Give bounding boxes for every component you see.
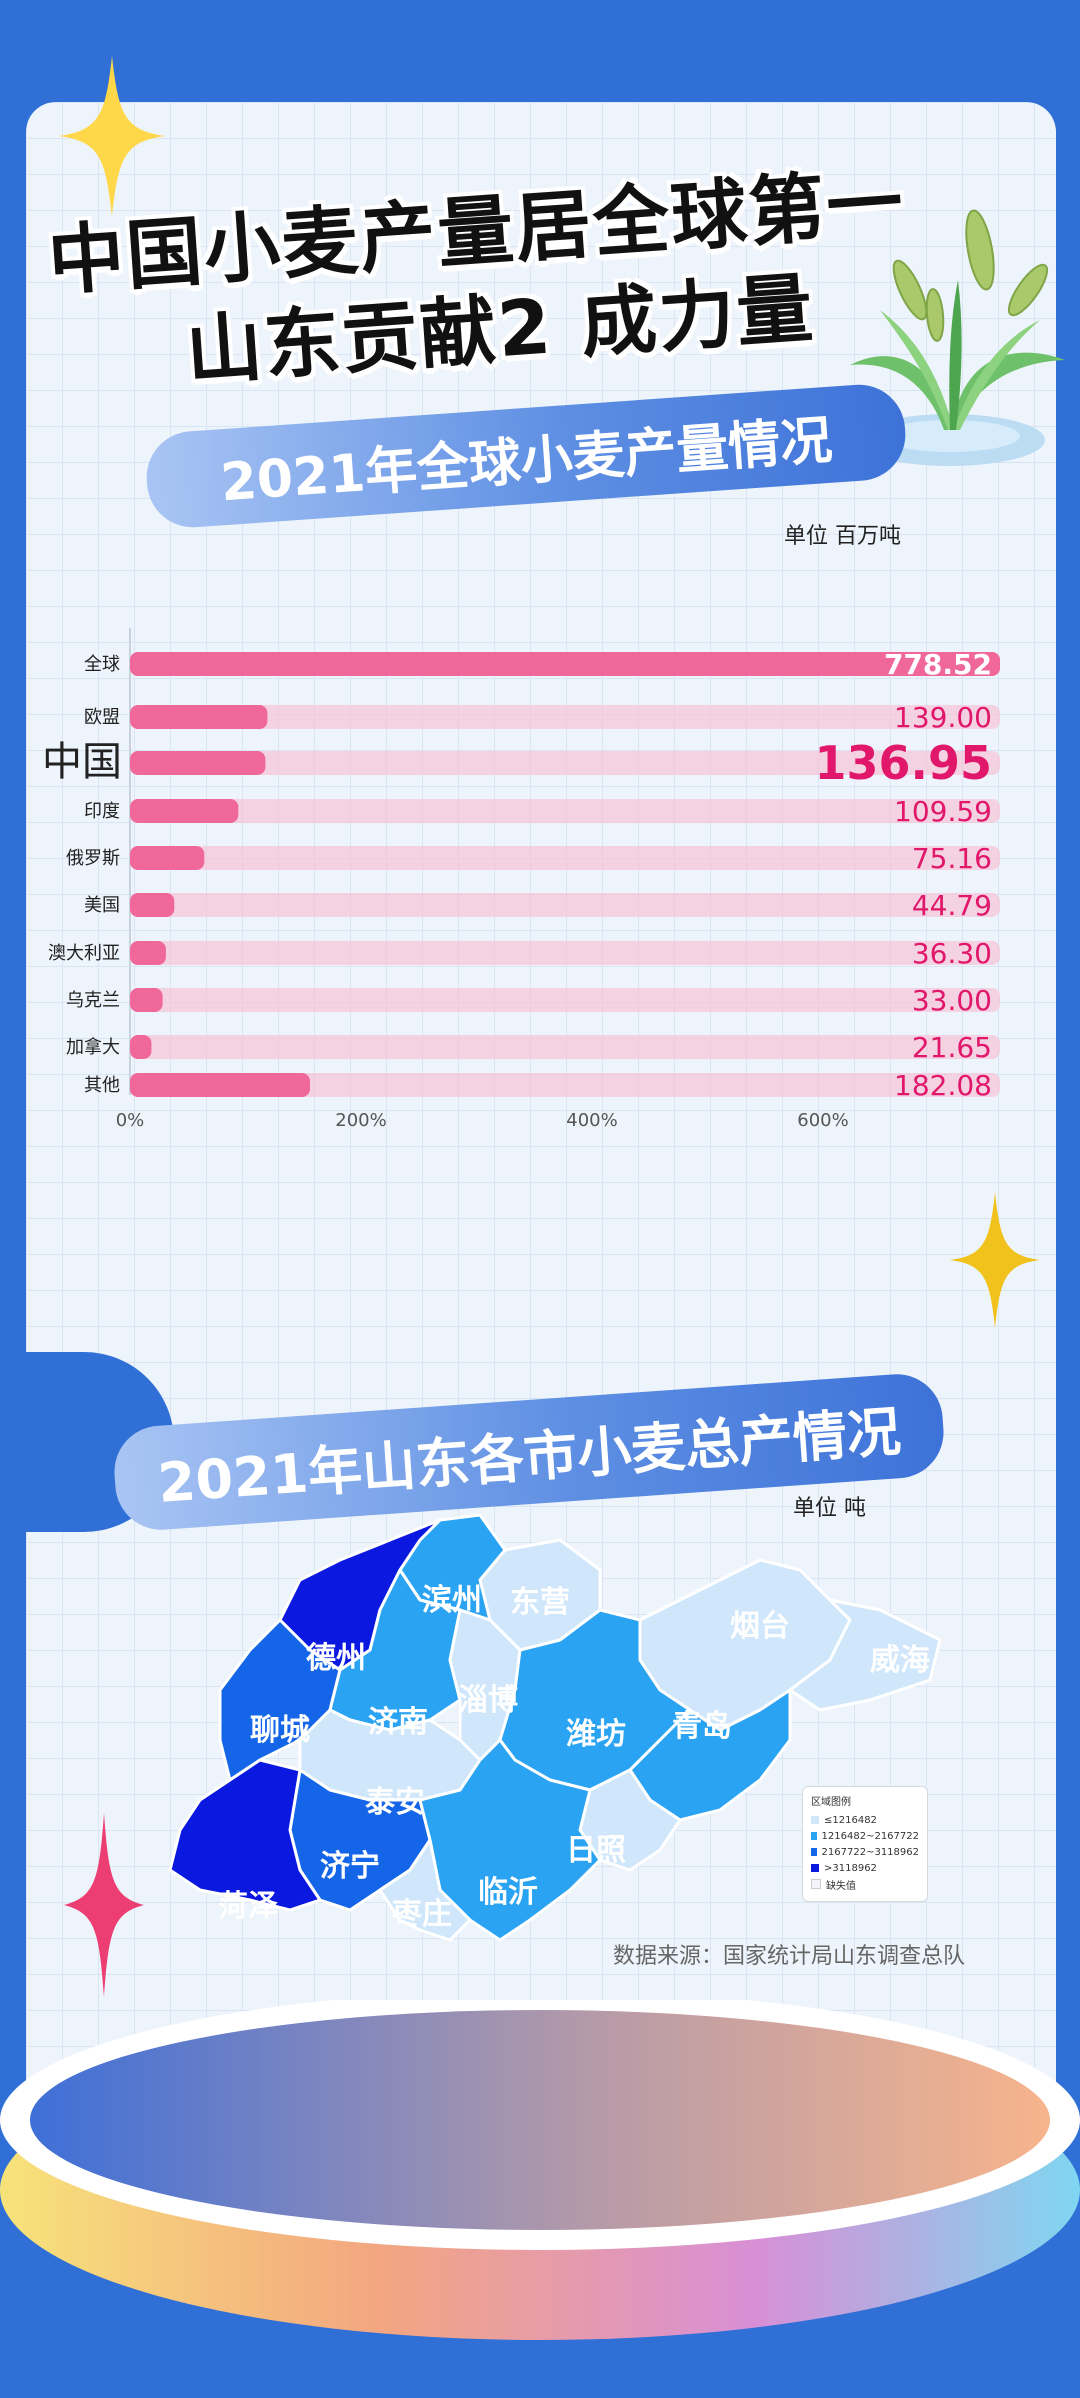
map-unit-label: 单位 吨 [793,1496,866,1521]
legend-item: ≤1216482 [811,1812,919,1828]
gold-star-icon [950,1192,1040,1328]
city-label: 日照 [566,1833,626,1868]
value-label: 139.00 [894,701,992,734]
category-label: 其他 [84,1075,120,1096]
bar-track [130,705,1000,729]
map-legend: 区域图例 ≤1216482 1216482~2167722 2167722~31… [802,1786,928,1902]
region-zaozhuang [378,1838,472,1942]
legend-title: 区域图例 [811,1797,851,1808]
bar [130,893,175,917]
bar [130,988,163,1012]
city-label: 淄博 [458,1683,518,1718]
bar-track [130,799,1000,823]
value-label: 75.16 [912,842,992,875]
bar-track [130,751,1000,775]
category-label: 加拿大 [66,1036,120,1058]
bar-track [130,1073,1000,1097]
category-label: 中国 [42,739,122,785]
city-label: 青岛 [672,1709,732,1744]
city-label: 滨州 [422,1583,482,1618]
category-label: 印度 [84,801,120,822]
bar [130,751,266,775]
value-label: 33.00 [912,984,992,1017]
value-label: 44.79 [912,889,992,922]
shandong-map: 滨州 东营 德州 烟台 威海 聊城 济南 淄博 潍坊 青岛 泰安 济宁 日照 菏… [168,1513,942,1942]
bar-track [130,941,1000,965]
pink-star-icon [64,1813,144,1997]
bar-track [130,988,1000,1012]
data-source: 数据来源：国家统计局山东调查总队 [613,1944,966,1969]
bar [130,1035,152,1059]
bar [130,705,268,729]
value-label: 36.30 [912,937,992,970]
city-label: 烟台 [730,1609,790,1644]
value-label: 136.95 [814,736,992,790]
city-label: 泰安 [365,1785,425,1820]
chart-unit-label: 单位 百万吨 [784,524,901,549]
city-label: 威海 [870,1643,930,1678]
bar [130,941,166,965]
category-label: 欧盟 [84,707,120,728]
bar [130,1073,310,1097]
value-label: 182.08 [894,1069,992,1102]
value-label: 778.52 [884,648,992,681]
city-label: 济南 [368,1705,428,1740]
bar [130,652,1000,676]
x-tick-label: 0% [116,1110,145,1131]
podium-decoration [0,2000,1080,2340]
city-label: 聊城 [250,1713,310,1748]
bar [130,846,205,870]
bar-track [130,846,1000,870]
city-label: 东营 [510,1585,570,1620]
wheat-production-bar-chart: 全球 778.52 欧盟 139.00 中国 136.95 印度 109.59 俄罗斯 75.16… [42,628,1000,1131]
region-weihai [788,1598,942,1712]
yellow-star-icon [58,56,166,216]
category-label: 全球 [84,654,120,675]
legend-item: 2167722~3118962 [811,1844,919,1860]
bar [130,799,239,823]
x-tick-label: 400% [566,1110,617,1131]
x-tick-label: 200% [335,1110,386,1131]
legend-item: 缺失值 [811,1876,919,1892]
region-heze [168,1758,322,1912]
legend-item: 1216482~2167722 [811,1828,919,1844]
city-label: 德州 [306,1641,366,1676]
category-label: 俄罗斯 [66,848,120,869]
city-label: 济宁 [320,1849,380,1884]
category-label: 乌克兰 [66,990,120,1011]
city-label: 潍坊 [566,1717,626,1752]
category-label: 澳大利亚 [48,943,120,964]
value-label: 21.65 [912,1031,992,1064]
city-label: 枣庄 [391,1897,452,1932]
bar-track [130,893,1000,917]
value-label: 109.59 [894,795,992,828]
legend-item: >3118962 [811,1860,919,1876]
city-label: 菏泽 [218,1889,278,1924]
city-label: 临沂 [478,1875,538,1910]
bar-track [130,1035,1000,1059]
region-qingdao [628,1688,792,1822]
x-tick-label: 600% [797,1110,848,1131]
category-label: 美国 [84,895,120,916]
